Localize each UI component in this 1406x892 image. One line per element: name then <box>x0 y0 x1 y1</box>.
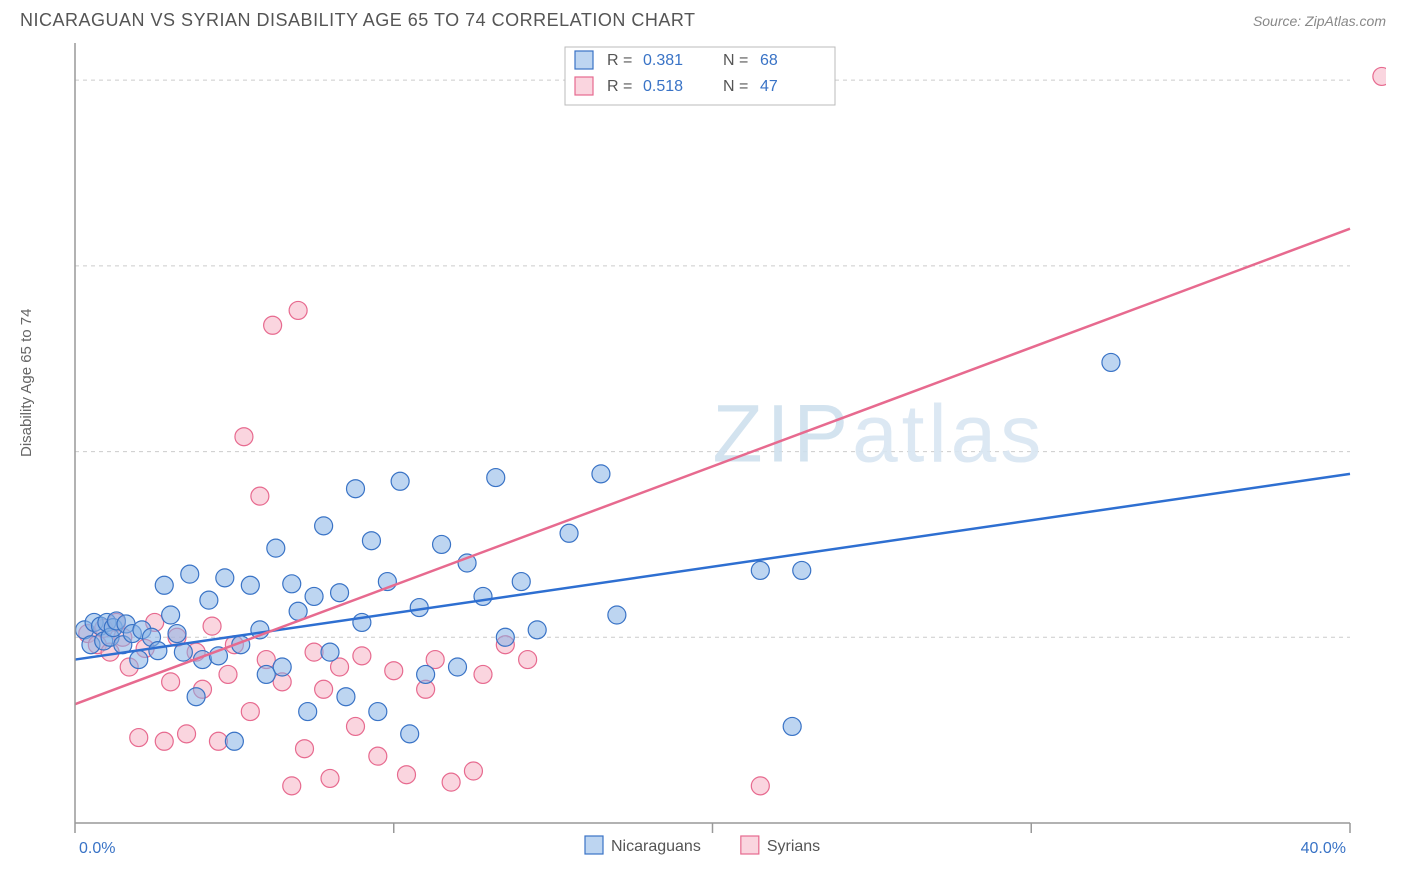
data-point <box>162 673 180 691</box>
data-point <box>187 688 205 706</box>
data-point <box>130 651 148 669</box>
data-point <box>474 587 492 605</box>
data-point <box>560 524 578 542</box>
legend-n-value: 47 <box>760 78 778 95</box>
data-point <box>783 717 801 735</box>
data-point <box>315 517 333 535</box>
legend-n-value: 68 <box>760 52 778 69</box>
scatter-chart: ZIPatlas0.0%40.0%25.0%50.0%75.0%100.0%R … <box>20 37 1386 877</box>
data-point <box>362 532 380 550</box>
data-point <box>449 658 467 676</box>
data-point <box>512 573 530 591</box>
data-point <box>241 703 259 721</box>
data-point <box>181 565 199 583</box>
data-point <box>162 606 180 624</box>
source-prefix: Source: <box>1253 13 1305 29</box>
data-point <box>793 561 811 579</box>
data-point <box>353 647 371 665</box>
x-tick-label: 0.0% <box>79 840 115 857</box>
data-point <box>283 575 301 593</box>
data-point <box>751 777 769 795</box>
legend-swatch <box>585 836 603 854</box>
data-point <box>369 703 387 721</box>
data-point <box>369 747 387 765</box>
data-point <box>401 725 419 743</box>
data-point <box>592 465 610 483</box>
data-point <box>235 428 253 446</box>
data-point <box>385 662 403 680</box>
data-point <box>130 729 148 747</box>
data-point <box>264 316 282 334</box>
legend-swatch <box>575 77 593 95</box>
data-point <box>289 301 307 319</box>
data-point <box>305 643 323 661</box>
legend-r-label: R = <box>607 52 632 69</box>
data-point <box>474 665 492 683</box>
data-point <box>1373 67 1386 85</box>
source-name: ZipAtlas.com <box>1305 13 1386 29</box>
data-point <box>528 621 546 639</box>
data-point <box>315 680 333 698</box>
data-point <box>200 591 218 609</box>
data-point <box>203 617 221 635</box>
legend-r-label: R = <box>607 78 632 95</box>
data-point <box>219 665 237 683</box>
chart-title: NICARAGUAN VS SYRIAN DISABILITY AGE 65 T… <box>20 10 696 31</box>
data-point <box>519 651 537 669</box>
legend-swatch <box>575 51 593 69</box>
chart-container: Disability Age 65 to 74 ZIPatlas 0.0% 40.0… <box>20 37 1386 877</box>
data-point <box>225 732 243 750</box>
data-point <box>241 576 259 594</box>
data-point <box>251 487 269 505</box>
legend-series-label: Nicaraguans <box>611 838 701 855</box>
trendline-syrians <box>75 229 1350 704</box>
data-point <box>321 769 339 787</box>
legend-n-label: N = <box>723 52 748 69</box>
data-point <box>331 584 349 602</box>
data-point <box>496 628 514 646</box>
data-point <box>155 732 173 750</box>
legend-r-value: 0.381 <box>643 52 683 69</box>
watermark: ZIPatlas <box>713 389 1046 480</box>
data-point <box>299 703 317 721</box>
legend-stats-box <box>565 47 835 105</box>
data-point <box>347 717 365 735</box>
data-point <box>178 725 196 743</box>
data-point <box>209 732 227 750</box>
data-point <box>149 642 167 660</box>
data-point <box>347 480 365 498</box>
y-axis-label: Disability Age 65 to 74 <box>18 309 35 457</box>
data-point <box>273 658 291 676</box>
data-point <box>433 535 451 553</box>
chart-header: NICARAGUAN VS SYRIAN DISABILITY AGE 65 T… <box>0 0 1406 37</box>
data-point <box>417 665 435 683</box>
data-point <box>464 762 482 780</box>
legend-series-label: Syrians <box>767 838 820 855</box>
data-point <box>267 539 285 557</box>
x-tick-label: 40.0% <box>1301 840 1346 857</box>
data-point <box>155 576 173 594</box>
data-point <box>391 472 409 490</box>
data-point <box>296 740 314 758</box>
data-point <box>321 643 339 661</box>
data-point <box>216 569 234 587</box>
legend-swatch <box>741 836 759 854</box>
data-point <box>487 469 505 487</box>
data-point <box>168 625 186 643</box>
data-point <box>751 561 769 579</box>
data-point <box>398 766 416 784</box>
data-point <box>257 665 275 683</box>
legend-n-label: N = <box>723 78 748 95</box>
data-point <box>1102 353 1120 371</box>
legend-r-value: 0.518 <box>643 78 683 95</box>
data-point <box>337 688 355 706</box>
data-point <box>305 587 323 605</box>
chart-source: Source: ZipAtlas.com <box>1253 13 1386 29</box>
data-point <box>608 606 626 624</box>
data-point <box>283 777 301 795</box>
data-point <box>442 773 460 791</box>
